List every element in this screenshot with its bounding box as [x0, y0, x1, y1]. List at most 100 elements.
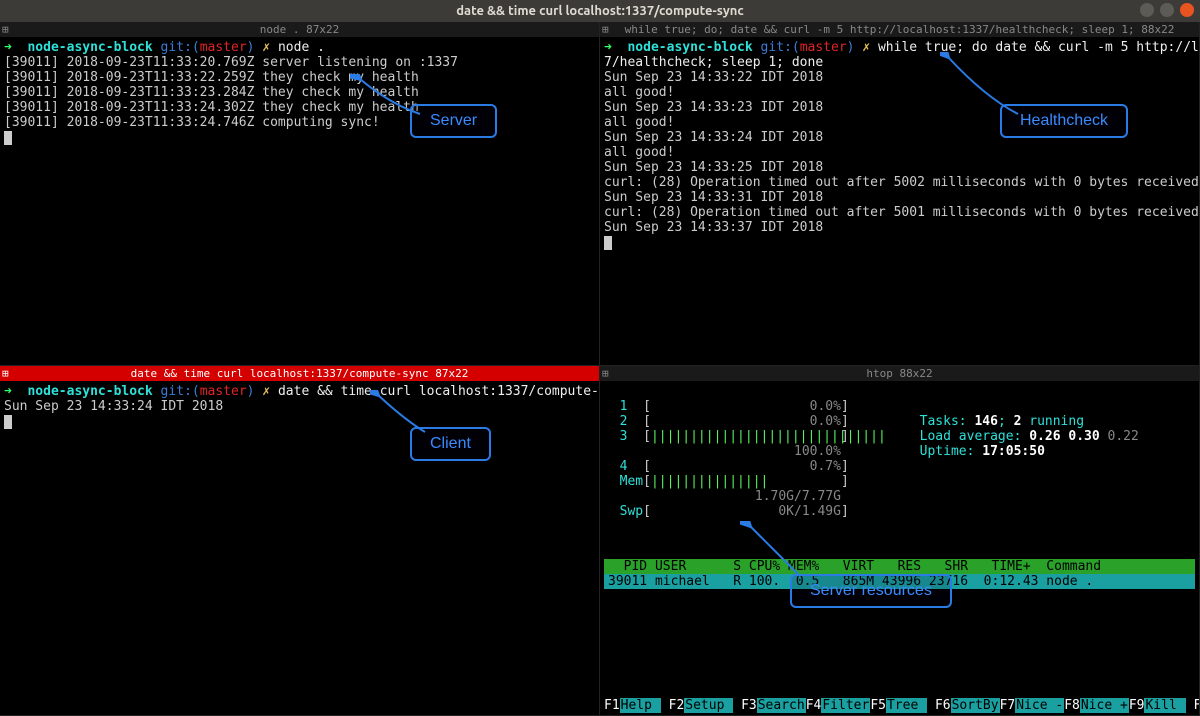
fkey[interactable]: F3	[741, 698, 757, 713]
log-line: Sun Sep 23 14:33:37 IDT 2018	[604, 220, 823, 235]
pane-tab-healthcheck: ⊞ while true; do; date && curl -m 5 http…	[600, 22, 1199, 38]
log-line: curl: (28) Operation timed out after 500…	[604, 175, 1199, 190]
cpu-pct: 0.0%	[810, 399, 841, 414]
pane-server[interactable]: ⊞ node . 87x22 ➜ node-async-block git:(m…	[0, 22, 600, 366]
log-line: all good!	[604, 85, 674, 100]
command-text: while true; do date && curl -m 5 http://…	[878, 40, 1200, 55]
window-title: date && time curl localhost:1337/compute…	[456, 4, 744, 18]
cursor-icon	[4, 415, 12, 429]
bar-open: [	[643, 459, 651, 474]
htop-output[interactable]: 1 [0.0%] 2 [0.0%] 3 [|||||||||||||||||||…	[600, 382, 1199, 621]
tasks-val: 146	[974, 414, 997, 429]
pane-tab-label: while true; do; date && curl -m 5 http:/…	[625, 23, 1175, 36]
pane-index-icon: ⊞	[602, 23, 609, 36]
maximize-icon[interactable]	[1160, 3, 1174, 17]
prompt-git: git:(	[161, 40, 200, 55]
prompt-dirty-icon: ✗	[262, 40, 270, 55]
log-line: Sun Sep 23 14:33:23 IDT 2018	[604, 100, 823, 115]
fkey-label[interactable]: Help	[620, 698, 661, 713]
prompt-path: node-async-block	[627, 40, 752, 55]
fkey[interactable]: F8	[1064, 698, 1080, 713]
pane-index-icon: ⊞	[2, 23, 9, 36]
log-line: Sun Sep 23 14:33:31 IDT 2018	[604, 190, 823, 205]
mem-val: 1.70G/7.77G	[755, 489, 841, 504]
process-row[interactable]: 39011 michael R 100. 0.5 865M 43996 2371…	[604, 574, 1195, 589]
minimize-icon[interactable]	[1140, 3, 1154, 17]
prompt-branch: master	[200, 384, 247, 399]
fkey[interactable]: F6	[935, 698, 951, 713]
prompt-path: node-async-block	[27, 384, 152, 399]
command-text: node .	[278, 40, 325, 55]
prompt-git: git:(	[161, 384, 200, 399]
fkey-label[interactable]: Search	[757, 698, 806, 713]
fkey-label[interactable]: SortBy	[951, 698, 1000, 713]
window-titlebar: date && time curl localhost:1337/compute…	[0, 0, 1200, 22]
bar-open: [	[643, 474, 651, 489]
log-line: Sun Sep 23 14:33:24 IDT 2018	[604, 130, 823, 145]
command-text: 7/healthcheck; sleep 1; done	[604, 55, 823, 70]
fkey[interactable]: F2	[669, 698, 685, 713]
swp-label: Swp	[620, 504, 643, 519]
terminal-output[interactable]: ➜ node-async-block git:(master) ✗ while …	[600, 38, 1199, 252]
load3: 0.22	[1108, 429, 1139, 444]
bar-open: [	[643, 504, 651, 519]
fkey[interactable]: F10	[1193, 698, 1200, 713]
annotation-label: Client	[430, 435, 471, 452]
tasks-sep: ;	[998, 414, 1014, 429]
fkey-label[interactable]: Nice +	[1080, 698, 1129, 713]
command-text: date && time curl localhost:1337/compute…	[278, 384, 600, 399]
prompt-dirty-icon: ✗	[862, 40, 870, 55]
cursor-icon	[4, 131, 12, 145]
terminal-output[interactable]: ➜ node-async-block git:(master) ✗ date &…	[0, 382, 599, 431]
swp-val: 0K/1.49G	[778, 504, 841, 519]
fkey[interactable]: F4	[806, 698, 822, 713]
pane-htop[interactable]: ⊞ htop 88x22 1 [0.0%] 2 [0.0%] 3 [||||||…	[600, 366, 1200, 716]
prompt-dirty-icon: ✗	[262, 384, 270, 399]
load-label: Load average:	[920, 429, 1030, 444]
cpu-label: 4	[620, 459, 628, 474]
log-line: all good!	[604, 115, 674, 130]
prompt-branch: master	[200, 40, 247, 55]
cpu-label: 2	[620, 414, 628, 429]
log-line: Sun Sep 23 14:33:22 IDT 2018	[604, 70, 823, 85]
prompt-git-close: )	[847, 40, 855, 55]
cpu-pct: 100.0%	[794, 444, 841, 459]
pane-tab-label: htop 88x22	[866, 367, 932, 380]
bar-open: [	[643, 399, 651, 414]
fkey-label[interactable]: Tree	[886, 698, 927, 713]
log-line: [39011] 2018-09-23T11:33:20.769Z server …	[4, 55, 458, 70]
fkey[interactable]: F1	[604, 698, 620, 713]
tmux-grid: ⊞ node . 87x22 ➜ node-async-block git:(m…	[0, 22, 1200, 716]
pane-tab-client: ⊞ date && time curl localhost:1337/compu…	[0, 366, 599, 382]
mem-bar: |||||||||||||||	[651, 474, 768, 489]
prompt-arrow-icon: ➜	[604, 40, 627, 55]
prompt-git-close: )	[247, 40, 255, 55]
fkey[interactable]: F7	[1000, 698, 1016, 713]
cursor-icon	[604, 236, 612, 250]
pane-client[interactable]: ⊞ date && time curl localhost:1337/compu…	[0, 366, 600, 716]
fkey-label[interactable]: Filter	[821, 698, 870, 713]
fkey-label[interactable]: Kill	[1144, 698, 1185, 713]
close-icon[interactable]	[1180, 3, 1194, 17]
fkey[interactable]: F9	[1129, 698, 1145, 713]
log-line: Sun Sep 23 14:33:25 IDT 2018	[604, 160, 823, 175]
pane-healthcheck[interactable]: ⊞ while true; do; date && curl -m 5 http…	[600, 22, 1200, 366]
cpu-bar: ||||||||||||||||||||||||||||||	[651, 429, 886, 444]
load1: 0.26	[1029, 429, 1060, 444]
cpu-label: 3	[620, 429, 628, 444]
cpu-pct: 0.7%	[810, 459, 841, 474]
log-line: [39011] 2018-09-23T11:33:23.284Z they ch…	[4, 85, 419, 100]
window-controls	[1140, 3, 1194, 17]
pane-tab-label: node . 87x22	[260, 23, 339, 36]
uptime-label: Uptime:	[920, 444, 983, 459]
tasks-label: Tasks:	[920, 414, 975, 429]
pane-tab-server: ⊞ node . 87x22	[0, 22, 599, 38]
terminal-output[interactable]: ➜ node-async-block git:(master) ✗ node .…	[0, 38, 599, 147]
log-line: Sun Sep 23 14:33:24 IDT 2018	[4, 399, 223, 414]
log-line: all good!	[604, 145, 674, 160]
fkey-label[interactable]: Setup	[684, 698, 733, 713]
mem-label: Mem	[620, 474, 643, 489]
fkey-label[interactable]: Nice -	[1015, 698, 1064, 713]
uptime-val: 17:05:50	[982, 444, 1045, 459]
fkey[interactable]: F5	[870, 698, 886, 713]
